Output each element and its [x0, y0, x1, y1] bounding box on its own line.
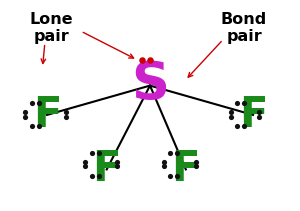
Point — [148, 59, 152, 62]
Point — [168, 151, 173, 155]
Point — [193, 165, 198, 168]
Point — [168, 174, 173, 178]
Point — [228, 115, 233, 118]
Point — [235, 124, 240, 127]
Text: F: F — [33, 94, 61, 136]
Point — [161, 165, 166, 168]
Point — [96, 151, 101, 155]
Point — [37, 102, 41, 105]
Point — [83, 160, 88, 164]
Point — [37, 124, 41, 127]
Point — [30, 102, 34, 105]
Text: S: S — [131, 58, 169, 111]
Point — [64, 115, 69, 118]
Point — [83, 165, 88, 168]
Point — [257, 111, 262, 114]
Point — [23, 111, 28, 114]
Point — [89, 174, 94, 178]
Point — [242, 102, 247, 105]
Text: F: F — [92, 148, 121, 191]
Text: F: F — [172, 148, 200, 191]
Point — [175, 174, 180, 178]
Text: F: F — [239, 94, 267, 136]
Point — [257, 115, 262, 118]
Point — [64, 111, 69, 114]
Text: Bond
pair: Bond pair — [221, 12, 267, 44]
Text: Lone
pair: Lone pair — [30, 12, 73, 44]
Point — [175, 151, 180, 155]
Point — [115, 165, 120, 168]
Point — [89, 151, 94, 155]
Point — [115, 160, 120, 164]
Point — [96, 174, 101, 178]
Point — [235, 102, 240, 105]
Point — [193, 160, 198, 164]
Point — [140, 59, 145, 62]
Point — [30, 124, 34, 127]
Point — [242, 124, 247, 127]
Point — [228, 111, 233, 114]
Point — [23, 115, 28, 118]
Point — [161, 160, 166, 164]
